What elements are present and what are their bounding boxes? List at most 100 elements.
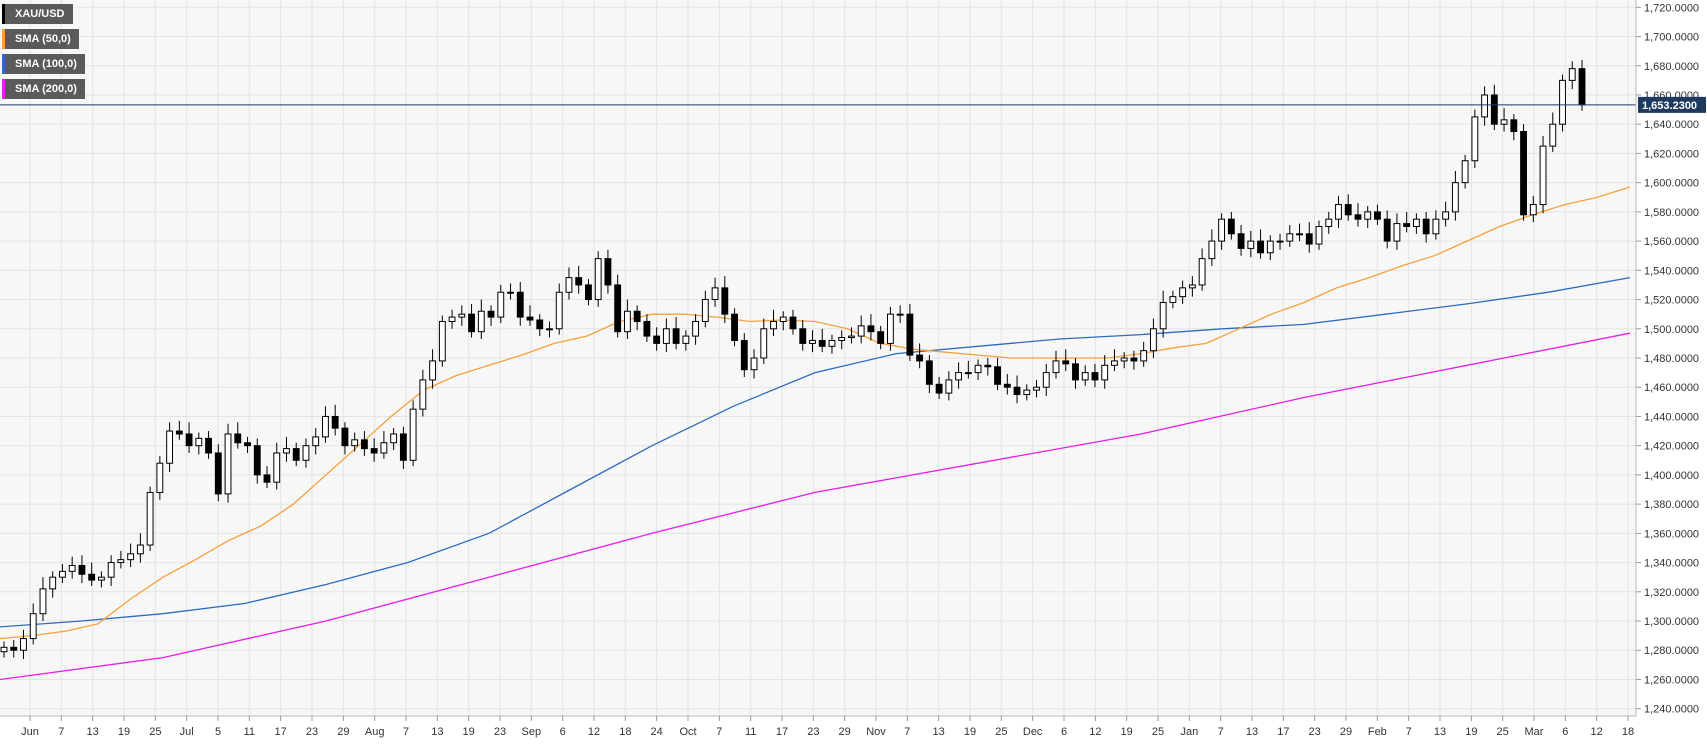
candle-up — [974, 364, 982, 374]
candle-up — [1208, 240, 1216, 260]
candle-up — [711, 287, 719, 301]
x-tick-label: 11 — [244, 726, 255, 738]
candle-up — [838, 337, 846, 341]
candle-up — [1101, 364, 1109, 381]
candle-up — [546, 328, 553, 331]
candle-down — [1257, 240, 1264, 254]
candle-down — [468, 313, 475, 333]
y-tick-label: 1,340.0000 — [1644, 558, 1699, 570]
x-tick-label: Sep — [522, 726, 542, 738]
x-tick-label: Aug — [365, 726, 385, 738]
candle-down — [214, 452, 222, 495]
y-tick-label: 1,240.0000 — [1644, 704, 1699, 716]
sma-200-line — [0, 332, 1631, 681]
legend-item-sma50[interactable]: SMA (50,0) — [2, 29, 85, 49]
candle-up — [1052, 360, 1060, 374]
candle-down — [1062, 360, 1070, 365]
x-tick-label: 12 — [1591, 726, 1603, 738]
x-tick-label: 29 — [1340, 726, 1352, 738]
x-tick-label: 19 — [118, 726, 130, 738]
candle-down — [633, 310, 641, 322]
candle-down — [1578, 68, 1586, 106]
x-tick-label: 6 — [560, 726, 566, 738]
candle-up — [497, 291, 505, 318]
y-tick-label: 1,360.0000 — [1644, 528, 1699, 540]
candle-up — [507, 291, 514, 294]
y-tick-label: 1,260.0000 — [1644, 674, 1699, 686]
legend-item-sma200[interactable]: SMA (200,0) — [2, 79, 85, 99]
candle-up — [438, 320, 446, 362]
candle-up — [1559, 79, 1566, 125]
candle-down — [370, 448, 378, 454]
y-tick-label: 1,460.0000 — [1644, 382, 1699, 394]
candle-up — [59, 570, 66, 578]
candle-up — [1218, 218, 1226, 242]
candle-up — [429, 360, 437, 381]
price-tag-label: 1,653.2300 — [1642, 100, 1697, 112]
legend-label: SMA (100,0) — [5, 54, 85, 74]
candle-down — [994, 366, 1001, 385]
y-tick-label: 1,500.0000 — [1644, 324, 1699, 336]
candle-down — [234, 433, 242, 444]
x-tick-label: 17 — [1277, 726, 1289, 738]
candle-up — [1481, 94, 1489, 118]
candle-up — [809, 339, 816, 344]
x-tick-label: 25 — [149, 726, 161, 738]
sma-50-path — [0, 186, 1631, 640]
candle-down — [1374, 211, 1381, 220]
legend-swatch — [2, 29, 5, 49]
candle-up — [39, 588, 47, 615]
candle-up — [1140, 350, 1148, 362]
candle-up — [409, 408, 417, 461]
candle-up — [1432, 218, 1440, 235]
candle-up — [1412, 218, 1420, 227]
candle-down — [1422, 218, 1430, 235]
x-tick-label: 23 — [306, 726, 318, 738]
y-tick-label: 1,620.0000 — [1644, 148, 1699, 160]
x-tick-label: 17 — [776, 726, 788, 738]
candle-up — [97, 576, 105, 581]
legend-item-xauusd[interactable]: XAU/USD — [2, 4, 85, 24]
x-tick-label: 12 — [588, 726, 600, 738]
candle-up — [224, 433, 232, 495]
x-tick-label: 17 — [275, 726, 287, 738]
legend-item-sma100[interactable]: SMA (100,0) — [2, 54, 85, 74]
last-price-tag: 1,653.2300 — [1638, 96, 1706, 113]
x-tick-label: 25 — [1152, 726, 1164, 738]
x-tick-label: Jul — [180, 726, 194, 738]
legend-label: XAU/USD — [5, 4, 73, 24]
x-tick-label: Mar — [1525, 726, 1544, 738]
y-tick-label: 1,420.0000 — [1644, 441, 1699, 453]
candle-up — [1539, 145, 1547, 206]
x-tick-label: 19 — [964, 726, 976, 738]
candle-up — [682, 335, 690, 344]
candle-up — [1451, 182, 1459, 213]
x-tick-label: 13 — [431, 726, 443, 738]
y-axis: 1,240.0000 1,260.0000 1,280.0000 1,300.0000… — [1635, 0, 1699, 716]
sma-100-line — [0, 276, 1631, 628]
x-tick-label: 29 — [839, 726, 851, 738]
x-tick-label: Jan — [1180, 726, 1198, 738]
x-tick-label: 19 — [1465, 726, 1477, 738]
candle-down — [1490, 94, 1498, 125]
candle-up — [322, 415, 329, 438]
candle-up — [1179, 287, 1187, 298]
candle-up — [886, 313, 894, 344]
candle-down — [799, 328, 807, 344]
sma-100-path — [0, 276, 1631, 628]
candle-down — [78, 564, 86, 575]
candle-down — [984, 364, 992, 368]
grid — [0, 0, 1636, 716]
candle-up — [0, 646, 8, 653]
legend-swatch — [2, 79, 5, 99]
candle-up — [1033, 386, 1040, 391]
candle-down — [721, 287, 729, 315]
candle-down — [536, 319, 544, 330]
candle-down — [516, 291, 524, 318]
candle-down — [789, 316, 797, 330]
x-tick-label: 7 — [716, 726, 722, 738]
candle-up — [1266, 240, 1274, 254]
candle-up — [1081, 372, 1089, 381]
y-tick-label: 1,440.0000 — [1644, 411, 1699, 423]
